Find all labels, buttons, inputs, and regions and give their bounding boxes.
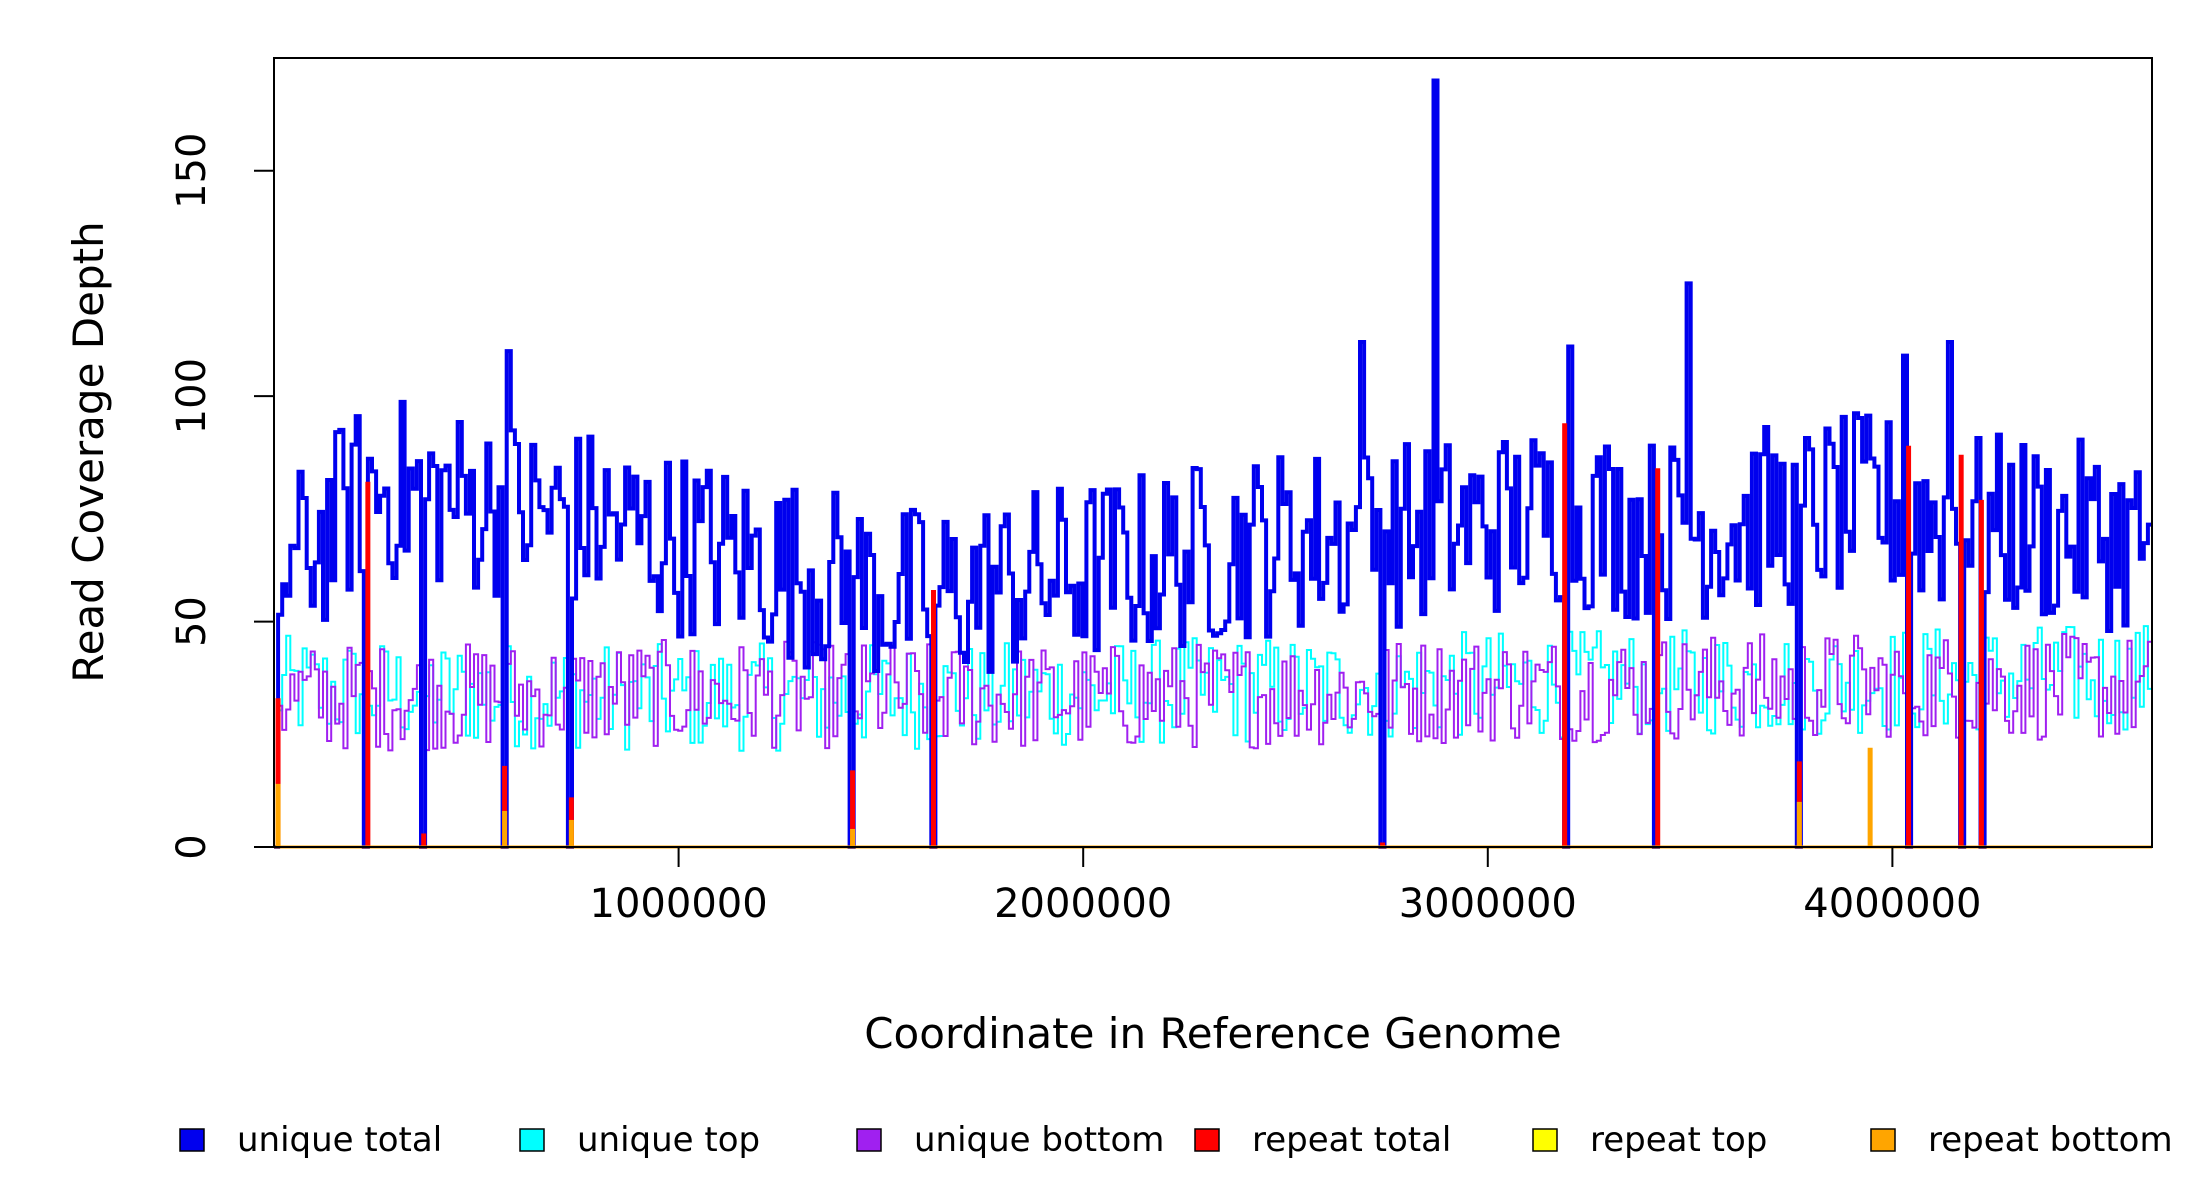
x-tick-label: 2000000 bbox=[994, 881, 1172, 927]
legend-label-unique-total: unique total bbox=[237, 1120, 442, 1160]
legend-label-repeat-total: repeat total bbox=[1252, 1120, 1451, 1160]
legend-label-repeat-top: repeat top bbox=[1590, 1120, 1767, 1160]
x-tick-label: 1000000 bbox=[590, 881, 768, 927]
series-line-unique-bottom bbox=[274, 633, 2152, 848]
legend-swatch-repeat-top bbox=[1532, 1128, 1558, 1152]
legend-swatch-unique-bottom bbox=[856, 1128, 882, 1152]
y-tick-label: 0 bbox=[169, 834, 215, 859]
legend-label-unique-bottom: unique bottom bbox=[914, 1120, 1164, 1160]
y-axis-label: Read Coverage Depth bbox=[64, 221, 113, 682]
x-tick-label: 3000000 bbox=[1399, 881, 1577, 927]
legend-swatch-repeat-bottom bbox=[1870, 1128, 1896, 1152]
legend-swatch-repeat-total bbox=[1194, 1128, 1220, 1152]
x-tick-label: 4000000 bbox=[1803, 881, 1981, 927]
series-layer bbox=[274, 78, 2152, 849]
y-tick-label: 150 bbox=[169, 133, 215, 209]
y-tick-label: 100 bbox=[169, 358, 215, 434]
legend-swatch-unique-total bbox=[179, 1128, 205, 1152]
y-tick-label: 50 bbox=[169, 596, 215, 647]
legend-swatch-unique-top bbox=[519, 1128, 545, 1152]
y-axis: 0 50 100 150 bbox=[169, 133, 275, 860]
legend: unique total unique top unique bottom repea… bbox=[179, 1120, 2173, 1160]
legend-label-repeat-bottom: repeat bottom bbox=[1928, 1120, 2173, 1160]
x-axis: 1000000 2000000 3000000 4000000 bbox=[590, 846, 1981, 927]
legend-label-unique-top: unique top bbox=[577, 1120, 760, 1160]
x-axis-label: Coordinate in Reference Genome bbox=[864, 1009, 1562, 1058]
series-line-unique-total bbox=[274, 78, 2152, 849]
